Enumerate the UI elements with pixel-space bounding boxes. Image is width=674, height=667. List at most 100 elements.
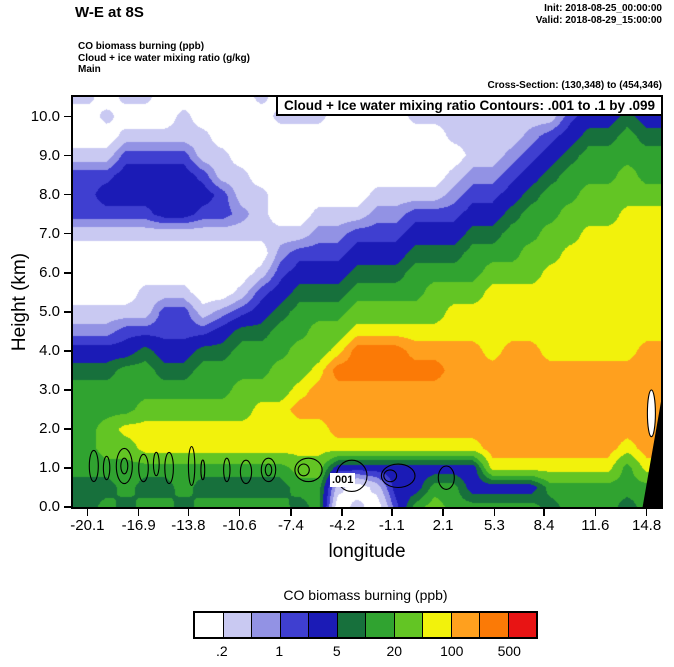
- cloud-contour-line: [120, 457, 129, 475]
- x-tick-label: -7.4: [277, 517, 304, 534]
- colorbar-cell: [366, 613, 395, 637]
- cloud-contour-line: [646, 389, 656, 438]
- cloud-contour-line: [380, 463, 416, 489]
- y-tick-label: 4.0: [39, 341, 60, 359]
- colorbar-cell: [309, 613, 338, 637]
- y-tick: [64, 232, 71, 235]
- y-tick-label: 0.0: [39, 498, 60, 515]
- y-tick: [64, 311, 71, 313]
- y-tick: [64, 506, 71, 508]
- y-tick-label: 10.0: [30, 107, 60, 125]
- colorbar-cell: [451, 613, 480, 637]
- x-tick-label: -13.8: [171, 517, 206, 534]
- x-tick-label: -4.2: [329, 517, 356, 534]
- x-tick: [645, 509, 648, 516]
- y-tick: [64, 154, 71, 157]
- y-tick-label: 1.0: [39, 459, 60, 476]
- y-tick-label: 3.0: [39, 380, 60, 398]
- cross-section-label: Cross-Section: (130,348) to (454,346): [487, 80, 662, 91]
- valid-time: Valid: 2018-08-29_15:00:00: [535, 15, 662, 26]
- legend-line-co: CO biomass burning (ppb): [78, 41, 205, 52]
- x-tick-label: 2.1: [432, 517, 454, 534]
- colorbar-cell: [508, 613, 536, 637]
- x-tick: [290, 509, 292, 516]
- cloud-contour-line: [138, 453, 149, 483]
- x-tick: [137, 509, 140, 516]
- colorbar-tick-label: 20: [386, 643, 403, 659]
- colorbar-title: CO biomass burning (ppb): [283, 587, 448, 603]
- field-legend: CO biomass burning (ppb) Cloud + ice wat…: [78, 41, 250, 76]
- colorbar-cell: [423, 613, 452, 637]
- cloud-contour-line: [297, 463, 310, 477]
- colorbar-cell: [223, 613, 252, 637]
- y-tick: [64, 115, 71, 118]
- y-tick: [64, 428, 71, 430]
- colorbar: [193, 611, 538, 639]
- y-tick: [64, 389, 71, 391]
- colorbar-tick-label: 1: [275, 643, 284, 659]
- colorbar-tick-label: .2: [215, 643, 228, 659]
- colorbar-cell: [280, 613, 309, 637]
- colorbar-cell: [337, 613, 366, 637]
- cloud-contour-line: [260, 457, 277, 483]
- y-tick-label: 7.0: [39, 224, 60, 242]
- x-tick-label: -10.6: [222, 517, 257, 534]
- y-tick: [64, 350, 71, 352]
- y-tick: [64, 467, 71, 469]
- x-tick: [187, 509, 190, 516]
- x-tick: [391, 509, 393, 516]
- cloud-contour-line: [223, 457, 231, 483]
- x-tick: [442, 509, 444, 516]
- terrain-polygon: [642, 401, 661, 507]
- x-tick-label: -20.1: [70, 517, 105, 534]
- plot-area: Cloud + Ice water mixing ratio Contours:…: [71, 95, 663, 509]
- y-tick-label: 2.0: [39, 419, 60, 437]
- cloud-contour-line: [264, 463, 273, 477]
- cloud-contour-line: [437, 465, 455, 490]
- cloud-contour-line: [152, 451, 160, 477]
- x-tick-label: -16.9: [121, 517, 156, 534]
- contour-value-label: .001: [330, 473, 356, 487]
- y-tick: [64, 193, 71, 196]
- y-tick-label: 6.0: [39, 263, 60, 281]
- cloud-contour-line: [239, 459, 253, 485]
- cloud-contour-line: [383, 469, 398, 483]
- y-tick-label: 8.0: [39, 185, 60, 203]
- cloud-contour-line: [294, 457, 323, 483]
- x-tick: [493, 509, 496, 516]
- cloud-contour-line: [115, 447, 133, 485]
- co-field-canvas: [73, 97, 661, 507]
- legend-line-model: Main: [78, 64, 101, 75]
- legend-line-cloud: Cloud + ice water mixing ratio (g/kg): [78, 52, 250, 64]
- cloud-contour-line: [200, 459, 206, 481]
- x-axis-label: longitude: [328, 541, 406, 562]
- x-tick: [341, 509, 343, 516]
- y-tick-label: 9.0: [39, 146, 60, 164]
- contour-info-box: Cloud + Ice water mixing ratio Contours:…: [276, 95, 663, 116]
- x-tick: [238, 509, 241, 516]
- cloud-contour-line: [187, 445, 196, 487]
- colorbar-tick-label: 5: [332, 643, 341, 659]
- cloud-contour-line: [164, 451, 174, 485]
- x-tick-label: 11.6: [581, 517, 610, 534]
- x-tick-label: 8.4: [533, 517, 555, 534]
- colorbar-cell: [394, 613, 423, 637]
- init-time: Init: 2018-08-25_00:00:00: [544, 3, 662, 14]
- x-tick-label: 14.8: [631, 517, 662, 534]
- cloud-contour-line: [102, 455, 111, 481]
- x-tick: [543, 509, 545, 516]
- page-title: W-E at 8S: [75, 4, 144, 21]
- colorbar-cell: [195, 613, 224, 637]
- y-tick-label: 5.0: [39, 302, 60, 320]
- colorbar-tick-label: 500: [497, 643, 521, 659]
- colorbar-tick-label: 100: [440, 643, 464, 659]
- y-tick: [64, 272, 71, 274]
- colorbar-cell: [480, 613, 509, 637]
- cloud-contour-line: [88, 449, 99, 483]
- x-tick: [594, 509, 597, 516]
- x-tick-label: -1.1: [378, 517, 405, 534]
- colorbar-cell: [252, 613, 281, 637]
- x-tick: [86, 509, 89, 516]
- run-info: Init: 2018-08-25_00:00:00 Valid: 2018-08…: [536, 3, 662, 27]
